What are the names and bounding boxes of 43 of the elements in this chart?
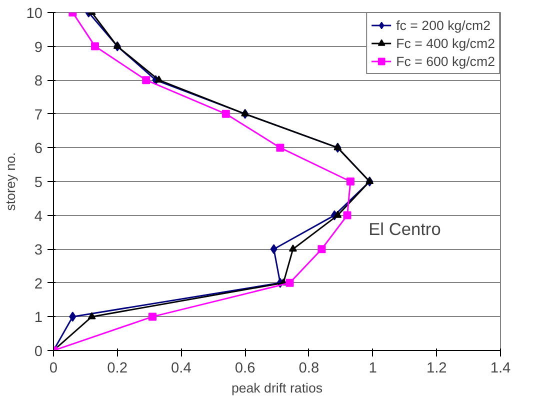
point bbox=[318, 245, 326, 254]
x-tick-label: 0.2 bbox=[107, 360, 128, 376]
point bbox=[142, 76, 150, 84]
legend-label: Fc = 400 kg/cm2 bbox=[396, 35, 495, 51]
x-tick-label: 1.2 bbox=[426, 360, 447, 376]
x-tick-label: 0.4 bbox=[171, 360, 192, 376]
point bbox=[270, 244, 278, 254]
y-tick-label: 3 bbox=[34, 242, 43, 259]
x-tick-label: 0.8 bbox=[298, 360, 320, 376]
y-tick-label: 10 bbox=[26, 6, 43, 22]
point bbox=[288, 244, 297, 252]
y-axis-title: storey no. bbox=[3, 152, 18, 211]
point bbox=[346, 178, 354, 186]
point bbox=[222, 110, 230, 118]
y-tick-label: 6 bbox=[34, 141, 43, 158]
y-tick-label: 5 bbox=[34, 175, 43, 191]
point bbox=[286, 278, 294, 287]
y-tick-label: 4 bbox=[34, 208, 43, 225]
legend-label: Fc = 600 kg/cm2 bbox=[396, 53, 495, 69]
y-tick-label: 7 bbox=[34, 107, 43, 124]
point bbox=[113, 42, 122, 49]
x-axis-title: peak drift ratios bbox=[231, 380, 323, 396]
y-tick-label: 0 bbox=[34, 344, 43, 360]
point bbox=[69, 312, 76, 322]
x-tick-label: 1.4 bbox=[490, 360, 511, 376]
point bbox=[343, 211, 352, 220]
point bbox=[334, 143, 342, 150]
point bbox=[241, 109, 250, 116]
point bbox=[276, 144, 284, 152]
x-tick-label: 0 bbox=[49, 360, 58, 376]
y-tick-label: 2 bbox=[34, 276, 43, 292]
point bbox=[334, 210, 342, 218]
y-tick-label: 8 bbox=[34, 74, 43, 90]
x-tick-label: 1 bbox=[368, 360, 377, 376]
point bbox=[154, 76, 163, 83]
y-tick-label: 1 bbox=[34, 310, 43, 326]
point bbox=[88, 312, 96, 320]
x-tick-label: 0.6 bbox=[234, 360, 256, 376]
point bbox=[91, 42, 100, 50]
point bbox=[148, 312, 156, 321]
annotation: El Centro bbox=[368, 218, 441, 239]
y-tick-label: 9 bbox=[34, 40, 43, 56]
legend-label: fc = 200 kg/cm2 bbox=[396, 17, 491, 33]
